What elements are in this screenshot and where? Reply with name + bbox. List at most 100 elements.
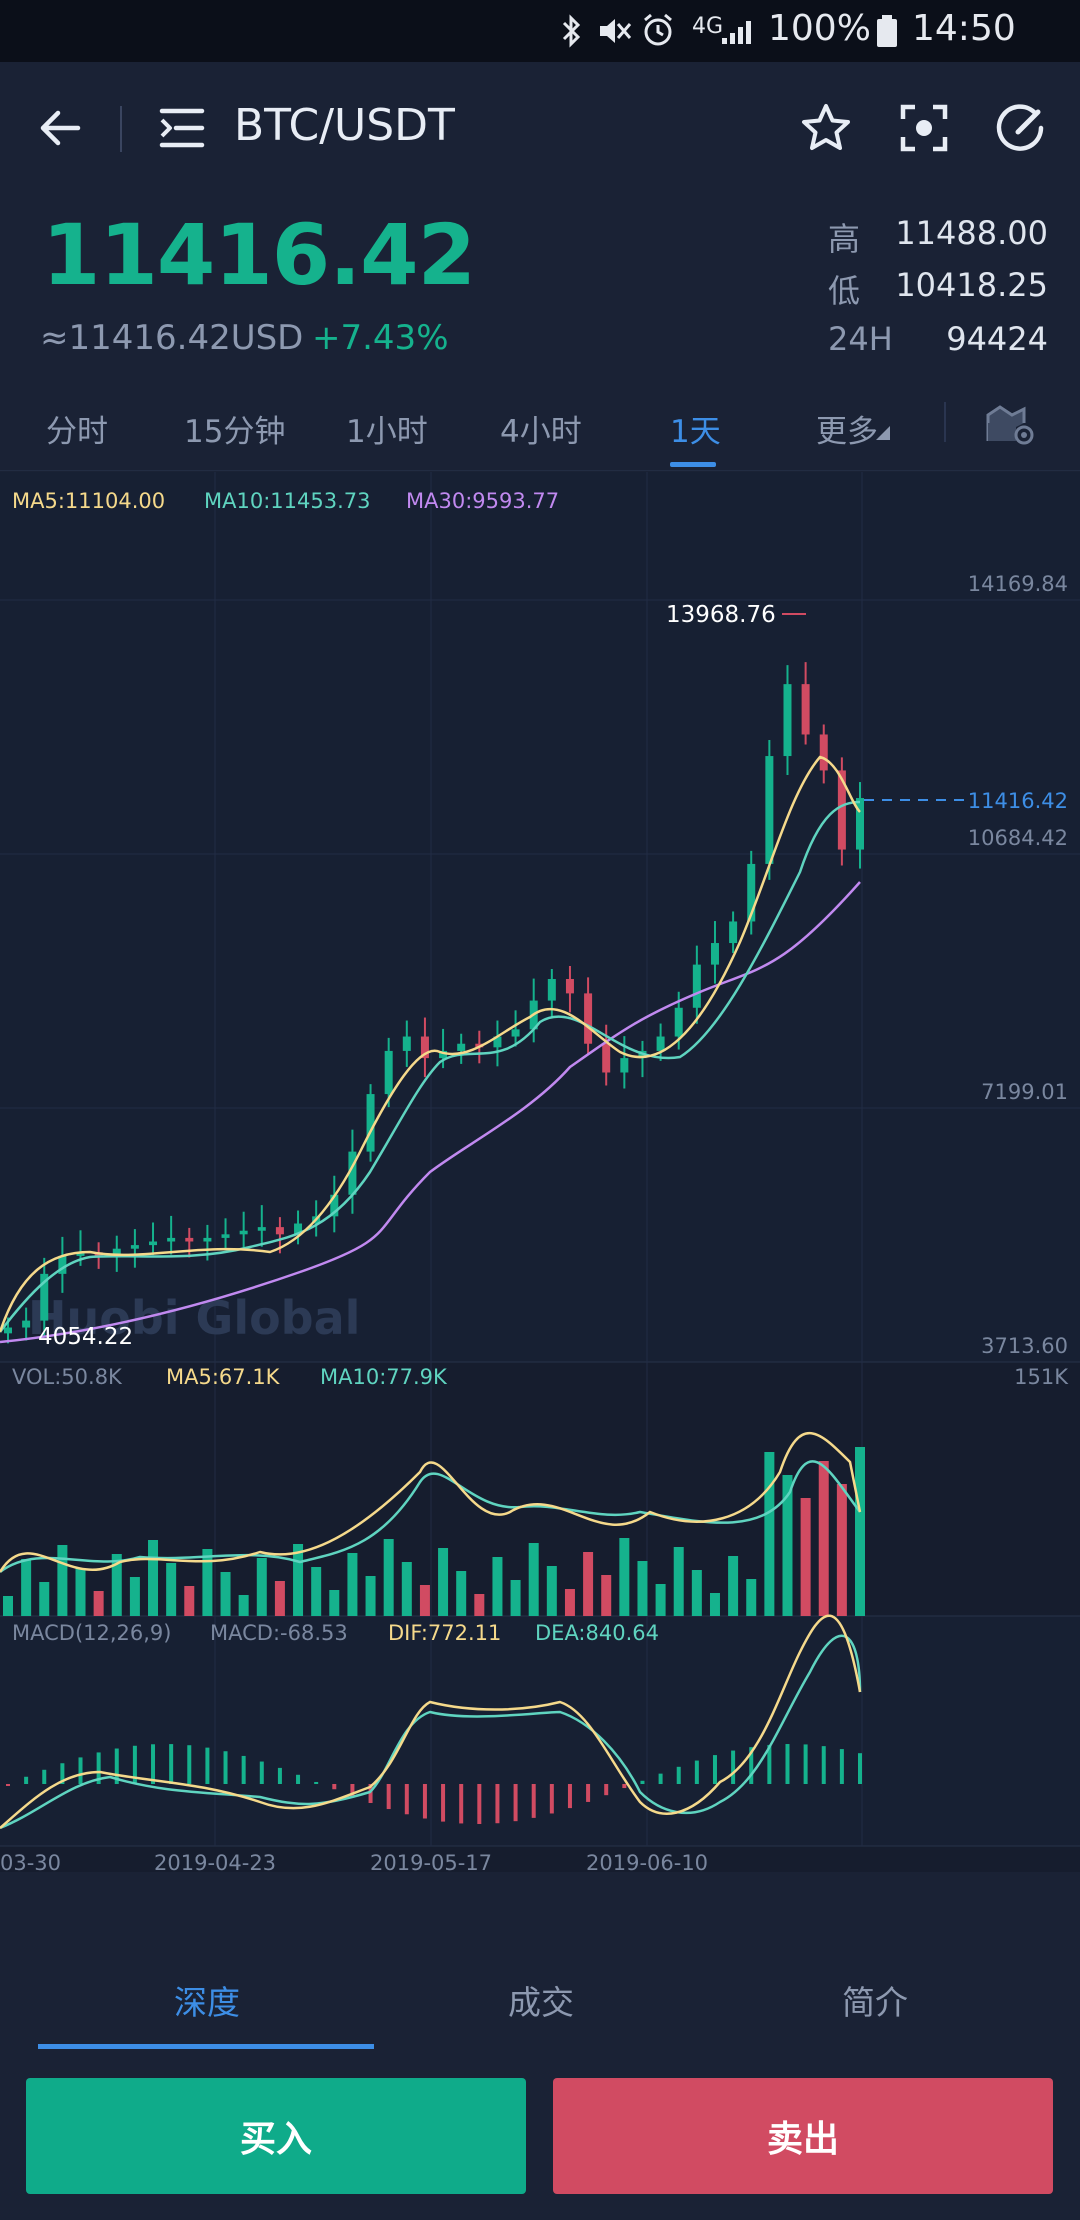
volume-bar <box>57 1545 68 1616</box>
volume-bar <box>583 1552 594 1616</box>
tab-15min[interactable]: 15分钟 <box>184 414 286 450</box>
dea-line <box>0 1634 862 1830</box>
buy-button[interactable]: 买入 <box>26 2078 526 2194</box>
interval-tabs: 分时 15分钟 1小时 4小时 1天 更多 <box>0 374 1080 471</box>
candle-body <box>275 1227 284 1235</box>
change-percent: +7.43% <box>312 318 449 358</box>
favorite-button[interactable] <box>794 96 858 160</box>
volume-bar <box>329 1590 340 1616</box>
ma10-label: MA10:11453.73 <box>204 489 370 513</box>
volume-bar <box>184 1586 195 1616</box>
candle-body <box>58 1255 67 1274</box>
volume-bar <box>564 1589 575 1616</box>
high-value: 11488.00 <box>895 214 1048 252</box>
macd-bar <box>277 1767 282 1784</box>
tab-more[interactable]: 更多 <box>816 414 878 450</box>
macd-bar <box>205 1747 210 1784</box>
y-tick-label: 10684.42 <box>968 826 1068 850</box>
volume-bar <box>238 1595 249 1616</box>
candle-body <box>76 1252 85 1256</box>
candle-body <box>819 734 828 771</box>
macd-bar <box>712 1755 717 1784</box>
candle-body <box>620 1058 629 1073</box>
tab-trades[interactable]: 成交 <box>508 1983 574 2022</box>
macd-bar <box>658 1773 663 1784</box>
macd-bar <box>821 1746 826 1784</box>
tab-intro[interactable]: 简介 <box>842 1983 908 2022</box>
tab-1h[interactable]: 1小时 <box>346 414 428 450</box>
candle-body <box>856 798 864 850</box>
candle-body <box>783 684 792 757</box>
speed-button[interactable] <box>988 96 1052 160</box>
volume-bar <box>202 1549 213 1616</box>
pair-title[interactable]: BTC/USDT <box>234 100 455 151</box>
macd-bar <box>858 1753 862 1784</box>
tab-timeshare[interactable]: 分时 <box>46 414 108 450</box>
candle-body <box>420 1036 429 1059</box>
candle-body <box>239 1230 248 1235</box>
macd-bar <box>42 1769 47 1784</box>
volume-bar <box>601 1575 612 1616</box>
macd-bar <box>368 1784 373 1803</box>
volume-bar <box>528 1543 539 1616</box>
volume-bar <box>293 1544 304 1616</box>
candle-body <box>457 1043 466 1051</box>
last-price: 11416.42 <box>42 206 476 304</box>
volume-bar <box>383 1539 394 1616</box>
price-summary: 11416.42 ≈11416.42USD +7.43% 高 11488.00 … <box>0 194 1080 374</box>
volume-bar <box>746 1579 757 1616</box>
info-tabs: 深度 成交 简介 <box>0 1936 1080 2052</box>
macd-bar <box>422 1784 427 1819</box>
macd-bar <box>350 1784 355 1797</box>
volume-bar <box>220 1572 231 1616</box>
high-marker-label: 13968.76 <box>666 602 776 628</box>
volume-bar <box>728 1556 739 1616</box>
candle-body <box>40 1273 49 1321</box>
macd-bar <box>132 1745 137 1784</box>
tab-1d[interactable]: 1天 <box>670 414 721 450</box>
sell-button[interactable]: 卖出 <box>553 2078 1053 2194</box>
macd-bar <box>296 1774 301 1784</box>
tab-depth[interactable]: 深度 <box>174 1983 240 2022</box>
volume-bar <box>93 1591 104 1616</box>
price-panel <box>0 472 1080 1362</box>
macd-bar <box>187 1745 192 1784</box>
macd-histogram <box>6 1744 862 1824</box>
screenshot-button[interactable] <box>892 96 956 160</box>
dif-line <box>0 1614 862 1829</box>
volume-value: 94424 <box>946 320 1048 358</box>
candle-body <box>710 943 719 965</box>
macd-bar <box>549 1784 554 1814</box>
y-tick-label: 7199.01 <box>981 1080 1068 1104</box>
battery-icon <box>877 15 897 47</box>
candle-body <box>221 1234 230 1238</box>
candle-body <box>22 1320 31 1328</box>
clock: 14:50 <box>912 8 1016 49</box>
candle-body <box>692 964 701 1008</box>
volume-bar <box>855 1447 865 1616</box>
macd-bar <box>6 1784 10 1786</box>
candle-body <box>493 1036 502 1048</box>
candle-body <box>584 993 593 1044</box>
candle-body <box>656 1036 665 1051</box>
macd-bar <box>404 1784 409 1815</box>
back-button[interactable] <box>30 98 90 158</box>
vol-ma5-label: MA5:67.1K <box>166 1365 281 1389</box>
macd-bar <box>567 1784 572 1809</box>
volume-bar <box>510 1580 521 1616</box>
macd-title: MACD(12,26,9) <box>12 1621 172 1645</box>
volume-bar <box>456 1571 467 1616</box>
kline-chart[interactable]: Huobi Global MA5:11104.00 MA10:11453.73 … <box>0 472 1080 1872</box>
volume-bar <box>818 1461 829 1616</box>
volume-bar <box>166 1563 177 1616</box>
menu-button[interactable] <box>152 100 212 156</box>
x-tick-label: 2019-05-17 <box>370 1851 492 1872</box>
chart-settings-button[interactable] <box>980 396 1040 452</box>
tab-4h[interactable]: 4小时 <box>500 414 582 450</box>
candle-body <box>149 1241 158 1246</box>
macd-bar <box>114 1748 119 1784</box>
macd-bar <box>749 1747 754 1784</box>
signal-icon <box>722 21 751 44</box>
candle-body <box>511 1029 520 1037</box>
macd-bar <box>441 1784 446 1822</box>
